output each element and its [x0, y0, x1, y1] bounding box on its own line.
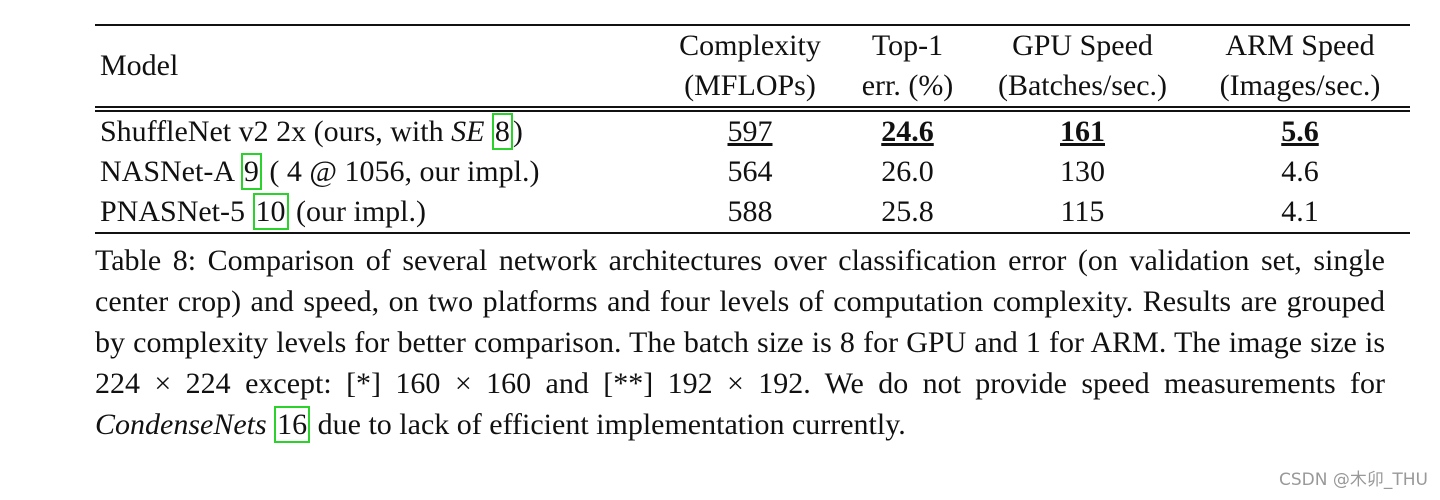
header-cell: (Batches/sec.) [997, 69, 1168, 102]
model-name: ) [512, 115, 523, 148]
value-cell: 564 [727, 155, 773, 188]
value-cell: 4.1 [1281, 195, 1319, 228]
value-cell: 130 [1060, 155, 1105, 188]
caption-text: CondenseNets [95, 408, 267, 441]
model-cell: NASNet-A 9 ( 4 @ 1056, our impl.) [95, 152, 660, 192]
value-cell: 597 [727, 115, 773, 148]
header-cell: (Images/sec.) [1219, 69, 1381, 102]
model-name: PNASNet-5 [100, 195, 246, 228]
value-cell: 588 [727, 195, 773, 228]
value-cell: 161 [1060, 115, 1105, 148]
caption-text: due to lack of efficient implementation … [317, 408, 906, 441]
citation[interactable]: 10 [252, 193, 289, 230]
value-cell: 5.6 [1281, 115, 1319, 148]
model-name: ShuffleNet v2 2x (ours, with [100, 115, 444, 148]
value-cell: 24.6 [881, 115, 934, 148]
header-cell: GPU Speed [1012, 29, 1153, 62]
model-cell: PNASNet-5 10 (our impl.) [95, 192, 660, 233]
header-cell: (MFLOPs) [684, 69, 816, 102]
value-cell: 25.8 [881, 195, 934, 228]
model-name: (our impl.) [296, 195, 426, 228]
header-cell: Top-1 [871, 29, 944, 62]
value-cell: 4.6 [1281, 155, 1319, 188]
citation[interactable]: 9 [240, 153, 262, 190]
model-name: ( 4 @ 1056, our impl.) [269, 155, 540, 188]
watermark: CSDN @木卯_THU [1279, 470, 1428, 490]
model-name: SE [451, 115, 485, 148]
model-cell: ShuffleNet v2 2x (ours, with SE 8) [95, 109, 660, 152]
caption-text: Table 8: Comparison of several network a… [95, 244, 1385, 400]
value-cell: 115 [1060, 195, 1105, 228]
results-table: Model Complexity Top-1 GPU Speed ARM Spe… [95, 24, 1410, 234]
citation[interactable]: 16 [274, 406, 311, 443]
caption: Table 8: Comparison of several network a… [95, 240, 1385, 445]
header-cell: ARM Speed [1225, 29, 1375, 62]
citation[interactable]: 8 [491, 113, 513, 150]
header-cell: Model [95, 25, 660, 112]
header-cell: Complexity [679, 29, 821, 62]
value-cell: 26.0 [881, 155, 934, 188]
header-cell: err. (%) [861, 69, 954, 102]
model-name: NASNet-A [100, 155, 234, 188]
